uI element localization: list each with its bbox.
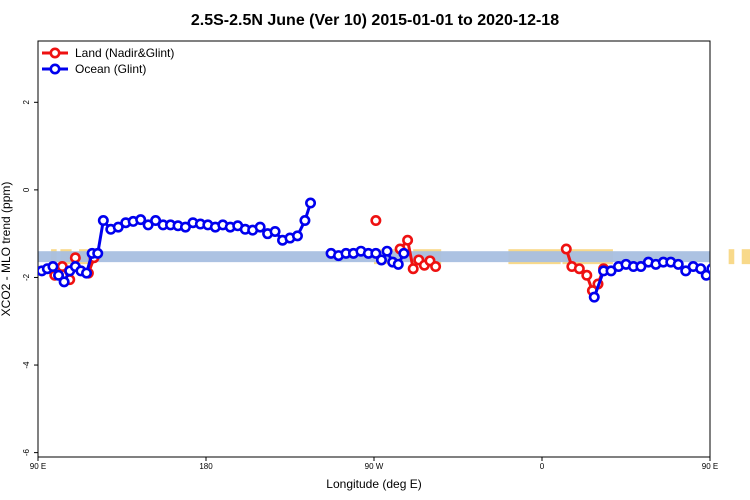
x-tick-label: 90 E bbox=[702, 462, 718, 471]
land-mask-segment-8 bbox=[741, 249, 750, 265]
y-axis-ticks: 2 0 -2 -4 -6 bbox=[22, 100, 38, 457]
y-tick-label: 0 bbox=[22, 187, 31, 192]
ocean-glint-point bbox=[398, 247, 410, 259]
y-axis-label: XCO2 - MLO trend (ppm) bbox=[0, 182, 13, 317]
y-tick-label: -4 bbox=[22, 361, 31, 369]
ocean-glint-point bbox=[721, 278, 729, 286]
ocean-glint-point bbox=[254, 221, 266, 233]
x-tick-label: 0 bbox=[540, 462, 545, 471]
chart-title: 2.5S-2.5N June (Ver 10) 2015-01-01 to 20… bbox=[191, 12, 559, 29]
ocean-glint-point bbox=[726, 271, 734, 279]
ocean-glint-point bbox=[58, 276, 70, 288]
land-nadir-glint-point bbox=[573, 263, 585, 275]
ocean-glint-point bbox=[53, 269, 65, 281]
legend-marker-land-nadir-glint bbox=[49, 47, 61, 59]
x-axis-label: Longitude (deg E) bbox=[326, 477, 421, 491]
land-nadir-glint-point bbox=[407, 263, 419, 275]
ocean-glint-point bbox=[97, 215, 109, 227]
ocean-glint-point bbox=[588, 291, 600, 303]
ocean-glint-point bbox=[135, 214, 147, 226]
y-tick-label: -6 bbox=[22, 449, 31, 457]
legend-label-land-nadir-glint: Land (Nadir&Glint) bbox=[75, 46, 174, 60]
ocean-glint-point bbox=[738, 267, 746, 275]
land-mask-segment-7 bbox=[728, 249, 735, 265]
legend-marker-ocean-glint bbox=[49, 63, 61, 75]
ocean-glint-point bbox=[299, 215, 311, 227]
ocean-glint-point bbox=[47, 261, 59, 273]
land-nadir-glint-point bbox=[69, 252, 81, 264]
y-tick-label: -2 bbox=[22, 273, 31, 281]
land-nadir-glint-point bbox=[370, 215, 382, 227]
x-tick-label: 90 W bbox=[365, 462, 384, 471]
ocean-glint-point bbox=[700, 269, 710, 281]
land-nadir-glint-point bbox=[402, 234, 414, 246]
land-nadir-glint-point bbox=[430, 261, 442, 273]
ocean-glint-point bbox=[381, 245, 393, 257]
legend-label-ocean-glint: Ocean (Glint) bbox=[75, 62, 146, 76]
land-nadir-glint-point bbox=[581, 269, 593, 281]
ocean-glint-point bbox=[715, 265, 723, 273]
ocean-glint-point bbox=[291, 230, 303, 242]
ocean-glint-point bbox=[92, 247, 104, 259]
ocean-glint-point bbox=[695, 263, 707, 275]
ocean-glint-point bbox=[743, 267, 750, 275]
series-group bbox=[38, 197, 750, 303]
y-tick-label: 2 bbox=[22, 100, 31, 105]
series-layer bbox=[38, 197, 750, 303]
x-axis-ticks: 90 E 180 90 W 0 90 E bbox=[30, 457, 718, 471]
x-tick-label: 90 E bbox=[30, 462, 46, 471]
ocean-glint-point bbox=[732, 265, 740, 273]
ocean-glint-point bbox=[672, 258, 684, 270]
legend: Land (Nadir&Glint) Ocean (Glint) bbox=[42, 46, 174, 76]
ocean-glint-point bbox=[370, 247, 382, 259]
ocean-glint-point bbox=[392, 258, 404, 270]
x-tick-label: 180 bbox=[199, 462, 213, 471]
ocean-glint-point bbox=[305, 197, 317, 209]
land-nadir-glint-point bbox=[721, 271, 729, 279]
ocean-glint-point bbox=[375, 254, 387, 266]
ocean-glint-point bbox=[269, 225, 281, 237]
land-nadir-glint-point bbox=[734, 275, 742, 283]
land-nadir-glint-point bbox=[560, 243, 572, 255]
ocean-glint-point bbox=[81, 267, 93, 279]
ocean-glint-point bbox=[706, 263, 710, 274]
